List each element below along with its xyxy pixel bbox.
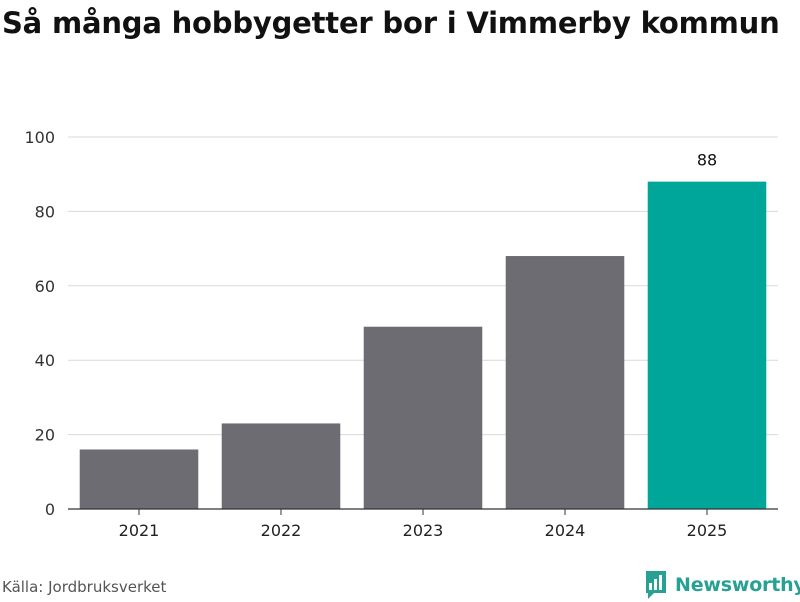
newsworthy-chart-icon	[646, 571, 666, 599]
bars	[79, 181, 767, 509]
bar	[221, 423, 341, 509]
x-tick-label: 2023	[403, 521, 444, 540]
x-axis-ticks: 2021 2022 2023 2024 2025	[119, 509, 728, 540]
bar	[363, 326, 483, 509]
bar	[505, 256, 625, 509]
y-tick-label: 20	[35, 426, 55, 445]
bar	[647, 181, 767, 509]
brand-name: Newsworthy	[675, 574, 800, 596]
source-note: Källa: Jordbruksverket	[2, 578, 167, 596]
x-tick-label: 2021	[119, 521, 160, 540]
y-tick-label: 80	[35, 202, 55, 221]
brand-logo: Newsworthy	[644, 568, 800, 602]
data-labels: 88	[697, 151, 717, 170]
data-label: 88	[697, 151, 717, 170]
x-tick-label: 2022	[261, 521, 302, 540]
y-axis-ticks: 0 20 40 60 80 100	[24, 128, 55, 519]
y-tick-label: 0	[45, 500, 55, 519]
chart-title: Så många hobbygetter bor i Vimmerby komm…	[2, 6, 780, 40]
x-tick-label: 2025	[687, 521, 728, 540]
y-tick-label: 40	[35, 351, 55, 370]
bar	[79, 449, 199, 509]
y-tick-label: 60	[35, 277, 55, 296]
x-tick-label: 2024	[545, 521, 586, 540]
y-tick-label: 100	[24, 128, 55, 147]
